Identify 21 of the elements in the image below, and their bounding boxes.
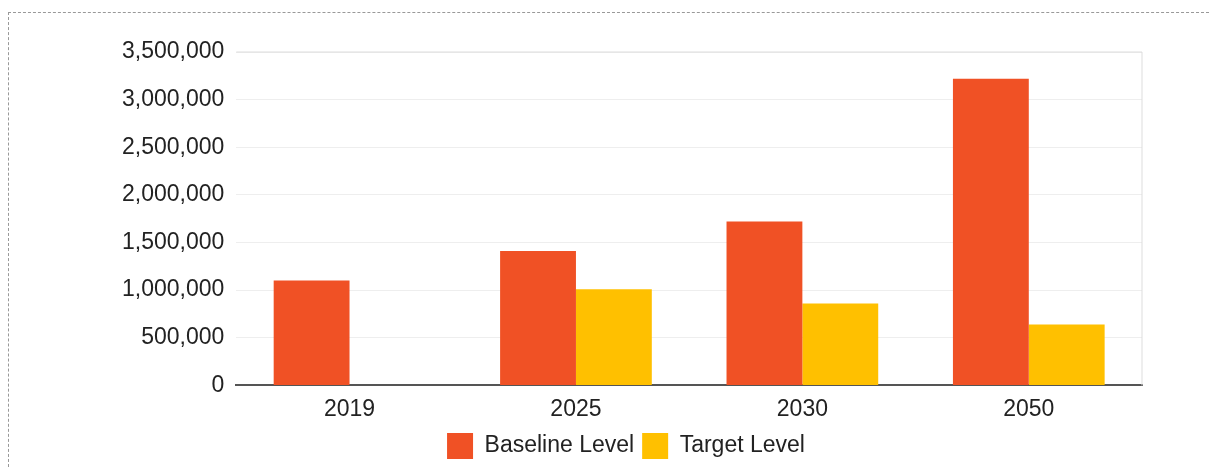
legend-label: Baseline Level [484,431,635,458]
bar [500,251,576,385]
bar [273,280,350,385]
y-tick-label: 3,500,000 [121,37,225,64]
y-tick-label: 3,000,000 [121,84,225,111]
y-tick-label: 2,500,000 [121,132,225,159]
x-tick-label: 2019 [323,394,376,421]
y-tick-label: 1,500,000 [121,227,225,254]
x-tick-label: 2025 [550,394,602,421]
x-tick-label: 2050 [1003,394,1055,421]
bar [802,303,879,385]
legend-label: Target Level [679,431,805,458]
y-tick-label: 500,000 [141,323,225,350]
bar [1028,324,1105,385]
y-tick-label: 0 [211,370,225,397]
bar [726,221,803,385]
y-tick-label: 2,000,000 [121,180,225,207]
bar [952,78,1029,385]
x-tick-label: 2030 [776,394,828,421]
bar [575,289,652,385]
y-tick-label: 1,000,000 [121,275,225,302]
